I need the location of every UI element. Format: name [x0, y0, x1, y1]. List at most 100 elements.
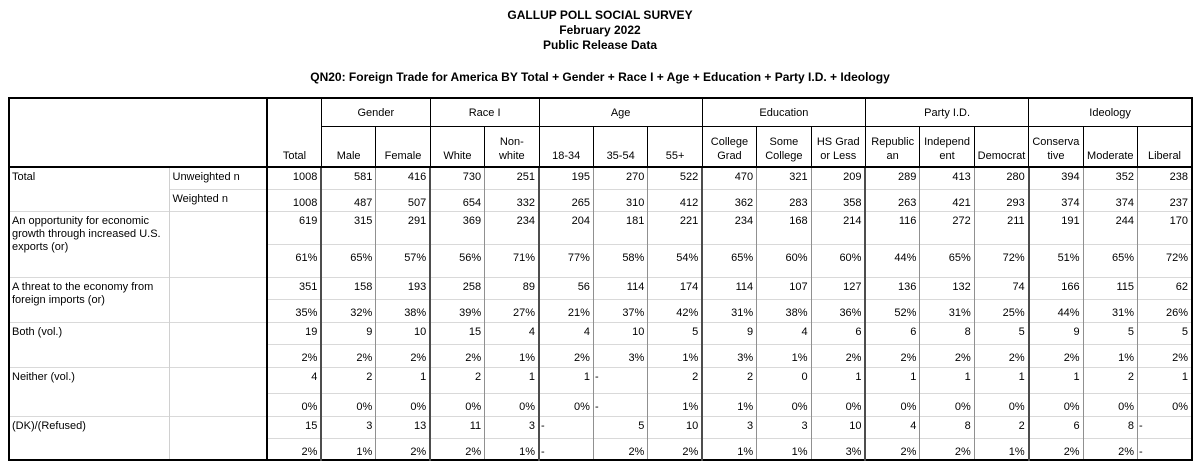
- data-cell: 332: [484, 188, 541, 211]
- report-release: Public Release Data: [542, 38, 658, 52]
- data-cell: 65%: [321, 243, 377, 277]
- corner-cell: [9, 98, 268, 168]
- data-cell: 221: [647, 210, 704, 244]
- data-cell: 6: [865, 321, 921, 344]
- data-cell: 730: [430, 166, 486, 189]
- data-cell: 265: [539, 188, 594, 211]
- data-cell: -: [593, 366, 649, 393]
- data-cell: 44%: [1028, 298, 1084, 322]
- data-cell: 2%: [1137, 343, 1193, 367]
- data-cell: 2%: [1028, 437, 1084, 460]
- data-cell: 310: [593, 188, 649, 211]
- data-cell: 204: [539, 210, 594, 244]
- data-cell: 8: [919, 321, 975, 344]
- data-cell: 421: [919, 188, 975, 211]
- data-cell: 270: [593, 166, 649, 189]
- data-cell: 9: [1028, 321, 1084, 344]
- data-cell: 412: [647, 188, 704, 211]
- table-row-percent: 2% 1% 2% 2% 1% -2% 2% 1% 1% 3% 2% 2% 1% 2% 2% -: [9, 437, 1193, 460]
- data-cell: 9: [702, 321, 758, 344]
- data-cell: 2: [321, 366, 377, 393]
- data-cell: 31%: [1083, 298, 1139, 322]
- column-header: 55+: [647, 126, 703, 168]
- data-cell: 115: [1083, 276, 1139, 299]
- data-cell: 1: [484, 366, 541, 393]
- data-cell: 2%: [430, 343, 486, 367]
- column-header: Democrat: [973, 126, 1030, 168]
- sub-row-label: [169, 415, 268, 460]
- data-cell: 289: [865, 166, 921, 189]
- column-header: Male: [320, 126, 377, 168]
- question-title: QN20: Foreign Trade for America BY Total…: [310, 70, 890, 84]
- data-cell: 21%: [539, 298, 594, 322]
- data-cell: 2%: [430, 437, 486, 460]
- column-header: 35-54: [592, 126, 649, 168]
- table-row-count: Total Unweighted n 1008 581 416 730 251 195 270 5…: [9, 166, 1193, 211]
- data-cell: 1%: [702, 437, 758, 460]
- data-cell: 238: [1137, 166, 1193, 189]
- data-cell: 2%: [375, 437, 432, 460]
- data-cell: 1%: [756, 437, 812, 460]
- data-cell: 2%: [647, 437, 704, 460]
- column-header: White: [429, 126, 486, 168]
- data-cell: 0%: [865, 392, 921, 416]
- column-group-header: Gender: [320, 97, 431, 127]
- report-header: GALLUP POLL SOCIAL SURVEY February 2022 …: [0, 0, 1200, 53]
- data-cell: 193: [375, 276, 432, 299]
- column-header: Some College: [756, 126, 812, 168]
- row-label: Neither (vol.): [9, 366, 170, 416]
- data-cell: 3%: [811, 437, 867, 460]
- data-cell: 6: [811, 321, 867, 344]
- data-cell: 114: [702, 276, 758, 299]
- data-cell: 51%: [1028, 243, 1084, 277]
- data-cell: 3: [484, 415, 541, 438]
- data-cell: 132: [919, 276, 975, 299]
- column-group-header: Party I.D.: [864, 97, 1030, 127]
- data-cell: 5: [647, 321, 704, 344]
- sub-row-label: [169, 321, 268, 367]
- data-cell: 251: [484, 166, 541, 189]
- report-date: February 2022: [559, 23, 641, 37]
- data-cell: 58%: [593, 243, 649, 277]
- data-cell: 352: [1083, 166, 1139, 189]
- data-cell: 293: [974, 188, 1030, 211]
- row-label: Both (vol.): [9, 321, 170, 367]
- data-cell: 1%: [484, 343, 541, 367]
- data-cell: 358: [811, 188, 867, 211]
- data-cell: 10: [375, 321, 432, 344]
- data-cell: 10: [811, 415, 867, 438]
- data-cell: 19: [267, 321, 323, 344]
- data-cell: 1008: [267, 166, 323, 189]
- data-cell: 619: [267, 210, 323, 244]
- data-cell: 581: [321, 166, 377, 189]
- data-cell: 0: [756, 366, 812, 393]
- data-cell: 0%: [756, 392, 812, 416]
- data-cell: 1008: [267, 188, 323, 211]
- sub-row-label: [169, 366, 268, 416]
- sub-row-label: [169, 210, 268, 277]
- data-cell: 237: [1137, 188, 1193, 211]
- data-cell: 2%: [321, 343, 377, 367]
- data-cell: 26%: [1137, 298, 1193, 322]
- data-cell: 214: [811, 210, 867, 244]
- data-cell: 136: [865, 276, 921, 299]
- table-row-percent: 61% 65% 57% 56% 71% 77% 58% 54% 65% 60% 60% 44% 65% 7…: [9, 243, 1193, 277]
- data-cell: 27%: [484, 298, 541, 322]
- data-cell: 72%: [1137, 243, 1193, 277]
- data-cell: 5: [1083, 321, 1139, 344]
- data-cell: 0%: [811, 392, 867, 416]
- column-header: HS Grad or Less: [810, 126, 866, 168]
- data-cell: 0%: [1028, 392, 1084, 416]
- table-row-count: Both (vol.) 19 9 10 15 4 4 10 5 9 4 6 6 8 5 9 5 5: [9, 321, 1193, 367]
- column-header: College Grad: [701, 126, 758, 168]
- data-cell: 0%: [1083, 392, 1139, 416]
- data-cell: 8: [1083, 415, 1139, 438]
- data-cell: 2%: [593, 437, 649, 460]
- data-cell: 4: [756, 321, 812, 344]
- data-cell: 3%: [593, 343, 649, 367]
- data-cell: 65%: [702, 243, 758, 277]
- data-cell: 3: [321, 415, 377, 438]
- column-header: Conserva tive: [1028, 126, 1084, 168]
- data-cell: 36%: [811, 298, 867, 322]
- column-header: Liberal: [1137, 126, 1193, 168]
